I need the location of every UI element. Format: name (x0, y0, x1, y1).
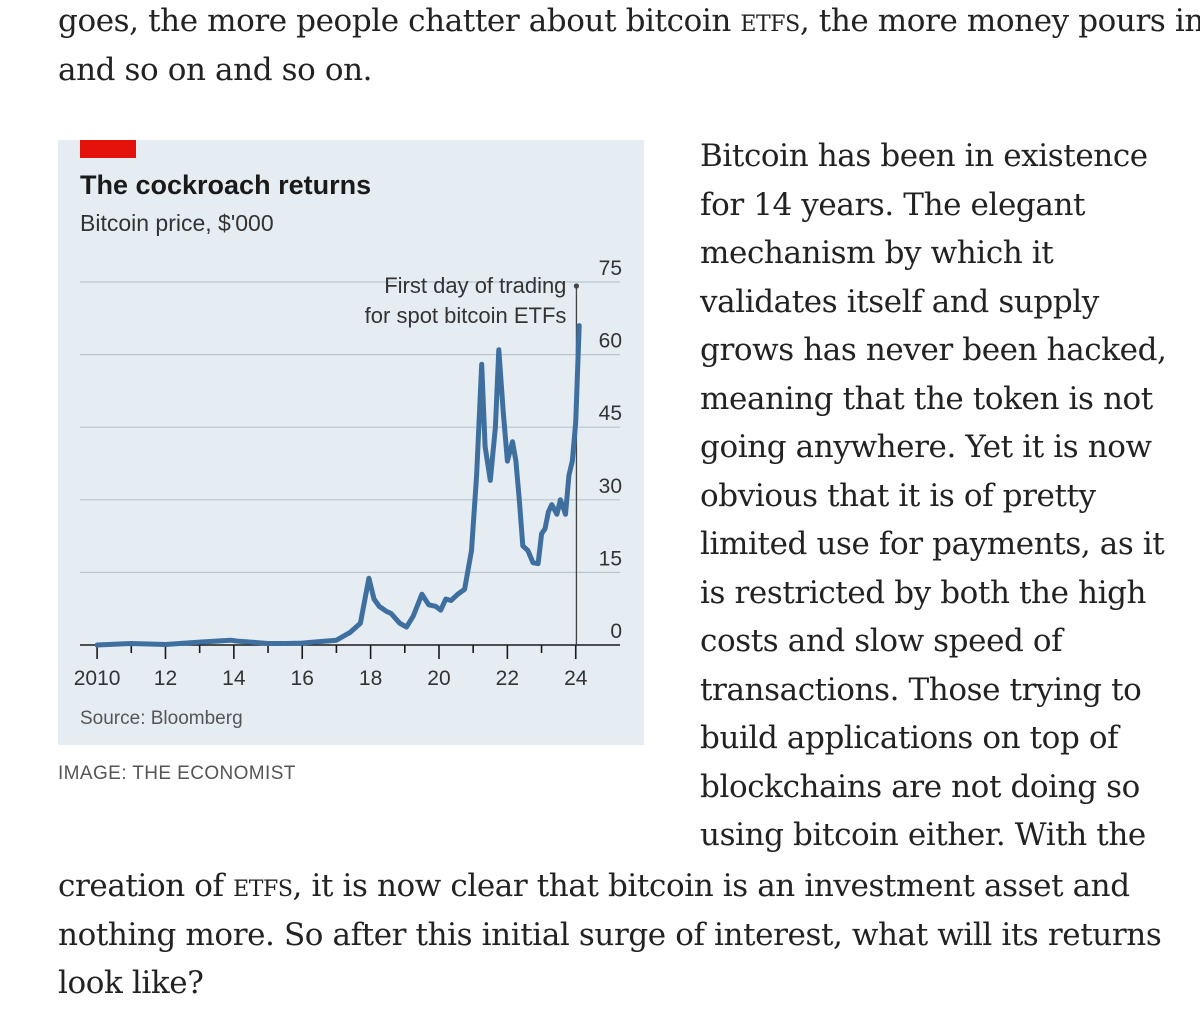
bitcoin-price-chart: The cockroach returns Bitcoin price, $'0… (74, 170, 622, 729)
text-line: for 14 years. The elegant (700, 186, 1086, 223)
gridlines (80, 281, 620, 573)
chart-figure: The cockroach returns Bitcoin price, $'0… (58, 140, 644, 745)
text-line: going anywhere. Yet it is now (700, 429, 1152, 465)
text-line: is restricted by both the high (700, 574, 1147, 611)
x-axis: 2010 12 14 16 18 20 22 24 (74, 644, 620, 690)
economist-red-tag (80, 140, 136, 158)
text-segment: and so on and so on. (58, 51, 373, 88)
x-tick-label: 16 (291, 667, 314, 690)
x-tick-label: 24 (564, 667, 588, 690)
etf-annotation: First day of trading for spot bitcoin ETF… (365, 273, 580, 645)
text-line: goes, the more people chatter about bitc… (58, 0, 1200, 46)
annotation-text: for spot bitcoin ETFs (365, 303, 567, 328)
y-tick-label: 15 (599, 547, 622, 570)
text-line: costs and slow speed of (700, 623, 1063, 659)
text-segment: , it is now clear that bitcoin is an inv… (292, 868, 1131, 904)
text-segment: look like? (58, 965, 204, 1001)
figure-caption: IMAGE: THE ECONOMIST (58, 763, 296, 784)
text-line: transactions. Those trying to (700, 671, 1142, 708)
y-tick-label: 45 (599, 402, 622, 425)
text-line: validates itself and supply (700, 283, 1099, 320)
text-line: Bitcoin has been in existence (700, 138, 1148, 174)
intro-paragraph: goes, the more people chatter about bitc… (58, 0, 1200, 95)
text-line: look like? (58, 959, 1188, 1008)
body-paragraph: Bitcoin has been in existence for 14 year… (700, 132, 1180, 860)
x-tick-label: 18 (359, 667, 382, 690)
y-tick-label: 0 (610, 620, 622, 643)
x-tick-label: 22 (496, 667, 519, 690)
closing-paragraph: creation of ETFs, it is now clear that b… (58, 862, 1188, 1008)
text-line: and so on and so on. (58, 46, 1188, 95)
chart-title: The cockroach returns (80, 170, 371, 200)
text-line: grows has never been hacked, (700, 332, 1167, 368)
y-tick-label: 30 (599, 475, 622, 498)
text-line: obvious that it is of pretty (700, 477, 1096, 514)
text-segment: nothing more. So after this initial surg… (58, 916, 1162, 953)
text-line: mechanism by which it (700, 235, 1054, 271)
y-axis-labels: 0 15 30 45 60 75 (599, 257, 622, 643)
text-line: using bitcoin either. With the (700, 817, 1146, 853)
annotation-dot (573, 283, 580, 289)
text-line: nothing more. So after this initial surg… (58, 911, 1188, 960)
text-line: meaning that the token is not (700, 380, 1153, 417)
chart-subtitle: Bitcoin price, $'000 (80, 210, 274, 236)
text-segment: goes, the more people chatter about bitc… (58, 3, 741, 39)
chart-source: Source: Bloomberg (80, 708, 243, 729)
text-segment: creation of (58, 868, 234, 904)
text-line: creation of ETFs, it is now clear that b… (58, 862, 1188, 911)
annotation-text: First day of trading (384, 273, 566, 298)
x-tick-label: 14 (222, 667, 246, 690)
x-tick-label: 2010 (74, 667, 121, 690)
x-tick-label: 20 (427, 667, 450, 690)
etf-term: ETFs (233, 868, 293, 904)
bitcoin-price-series (94, 323, 582, 648)
text-line: limited use for payments, as it (700, 526, 1165, 562)
text-segment: , the more money pours in (799, 3, 1200, 39)
etf-term: ETFs (740, 3, 800, 39)
text-line: blockchains are not doing so (700, 768, 1140, 805)
y-tick-label: 60 (599, 330, 622, 353)
x-tick-label: 12 (154, 667, 177, 690)
y-tick-label: 75 (599, 257, 622, 280)
text-line: build applications on top of (700, 720, 1119, 756)
